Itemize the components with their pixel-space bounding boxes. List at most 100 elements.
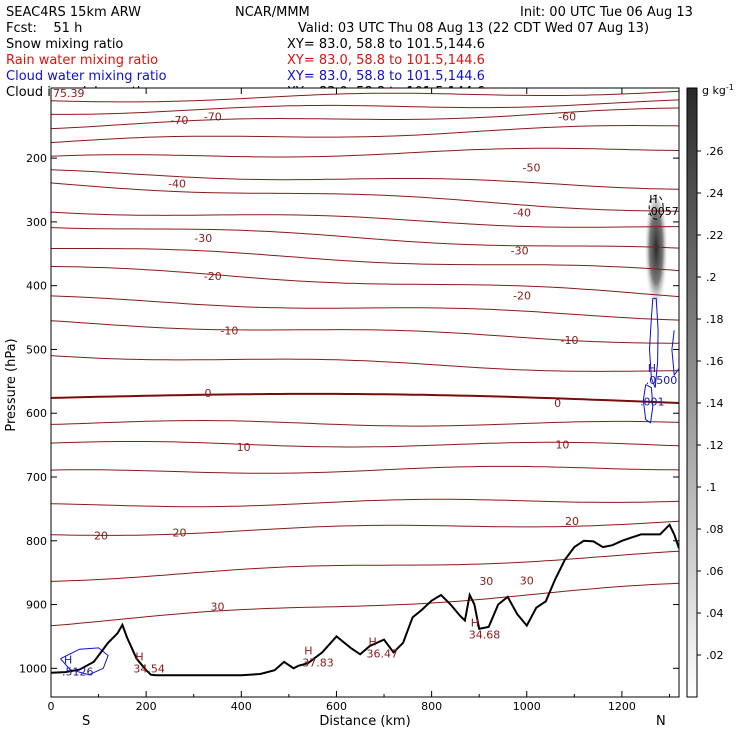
- colorbar-unit: g kg-1: [702, 83, 734, 97]
- header-forecast-hour: Fcst: 51 h: [6, 21, 82, 36]
- x-tick-label: 600: [326, 700, 347, 713]
- colorbar-tick-label: .08: [706, 523, 724, 536]
- y-tick-label: 900: [26, 599, 47, 612]
- terrain-line: [51, 523, 679, 677]
- cloud-water-contour: [648, 297, 659, 388]
- colorbar-tick-label: .12: [706, 439, 724, 452]
- isotherm-label: -40: [168, 178, 186, 191]
- endpoint-north: N: [656, 714, 666, 729]
- isotherm-label: 20: [565, 515, 579, 528]
- plot-frame: [50, 87, 680, 698]
- colorbar-tick-label: .14: [706, 397, 724, 410]
- x-tick-label: 1000: [513, 700, 541, 713]
- isotherm--45: [51, 169, 679, 190]
- isotherm-label: -70: [204, 111, 222, 124]
- isotherm--20: [51, 265, 679, 298]
- extremum-value: .0500: [646, 374, 678, 387]
- colorbar-tick-label: .1: [706, 481, 717, 494]
- y-tick-label: 200: [26, 152, 47, 165]
- y-tick-label: 1000: [19, 662, 47, 675]
- isotherm-label: -30: [511, 245, 529, 258]
- extremum-value: 37.83: [302, 657, 334, 670]
- isotherm-label: 0: [554, 397, 561, 410]
- header-model: SEAC4RS 15km ARW: [6, 5, 141, 20]
- isotherm-label: 10: [237, 441, 251, 454]
- isotherm-label: 0: [205, 387, 212, 400]
- cloud-water-contour: [671, 330, 679, 377]
- field-label-2: Cloud water mixing ratio: [6, 69, 167, 84]
- cloud-ice-shading: [644, 197, 669, 324]
- isotherm-20: [51, 498, 679, 508]
- isotherm-label: -10: [220, 324, 238, 337]
- x-tick-label: 200: [136, 700, 157, 713]
- isotherm--50: [51, 147, 679, 158]
- isotherm--70: [51, 90, 679, 103]
- isotherm--40: [51, 182, 679, 212]
- extremum-marker: H: [471, 617, 479, 630]
- isotherm-label: -40: [513, 206, 531, 219]
- isotherm-label: -60: [558, 111, 576, 124]
- colorbar-tick-label: .04: [706, 607, 724, 620]
- isotherm-30: [51, 550, 679, 582]
- y-axis-label: Pressure (hPa): [4, 338, 19, 431]
- isotherm--15: [51, 295, 679, 321]
- extremum-marker: H: [648, 362, 656, 375]
- isotherm-label: -30: [194, 232, 212, 245]
- isotherm--60: [51, 107, 679, 130]
- x-tick-label: 400: [231, 700, 252, 713]
- isotherm--35: [51, 211, 679, 228]
- isotherm-label: 30: [479, 575, 493, 588]
- isotherm-label: -70: [170, 114, 188, 127]
- y-top-value: 75.39: [53, 87, 85, 100]
- y-tick-label: 500: [26, 343, 47, 356]
- field-xy-0: XY= 83.0, 58.8 to 101.5,144.6: [287, 37, 485, 52]
- isotherm-label: 20: [172, 526, 186, 539]
- header-init: Init: 00 UTC Tue 06 Aug 13: [520, 5, 693, 20]
- extremum-marker: H: [135, 650, 143, 663]
- x-tick-label: 0: [48, 700, 55, 713]
- extremum-marker: H: [369, 636, 377, 649]
- cloud-water-contour: [642, 384, 654, 424]
- y-tick-label: 800: [26, 535, 47, 548]
- isotherm--10: [51, 320, 679, 344]
- extremum-marker: H: [304, 645, 312, 658]
- isotherm-label: -20: [204, 270, 222, 283]
- colorbar-tick-label: .26: [706, 145, 724, 158]
- isotherm-0: [51, 392, 679, 404]
- y-tick-label: 300: [26, 216, 47, 229]
- colorbar-tick-label: .22: [706, 229, 724, 242]
- field-xy-1: XY= 83.0, 58.8 to 101.5,144.6: [287, 53, 485, 68]
- extremum-value: 34.54: [133, 662, 165, 675]
- extremum-marker: H: [649, 193, 657, 206]
- extremum-value: .005791: [647, 205, 693, 218]
- colorbar-tick-label: .06: [706, 565, 724, 578]
- colorbar-tick-label: .18: [706, 313, 724, 326]
- isotherm-label: 30: [211, 600, 225, 613]
- endpoint-south: S: [82, 714, 90, 729]
- isotherm--5: [51, 355, 679, 372]
- snow-contour: [648, 194, 664, 220]
- colorbar-tick-label: .02: [706, 649, 724, 662]
- x-tick-label: 800: [421, 700, 442, 713]
- x-axis-label: Distance (km): [319, 714, 410, 729]
- field-xy-2: XY= 83.0, 58.8 to 101.5,144.6: [287, 69, 485, 84]
- colorbar-tick-label: .24: [706, 187, 724, 200]
- extremum-marker: H: [64, 653, 72, 666]
- colorbar-tick-label: .16: [706, 355, 724, 368]
- isotherm--25: [51, 248, 679, 272]
- colorbar-tick-label: .2: [706, 271, 717, 284]
- isotherm-35: [51, 582, 679, 627]
- y-tick-label: 400: [26, 280, 47, 293]
- isotherm-label: 10: [555, 438, 569, 451]
- extremum-value: .001: [640, 396, 665, 409]
- isotherm--55: [51, 124, 679, 144]
- x-tick-label: 1200: [608, 700, 636, 713]
- isotherm-15: [51, 465, 679, 474]
- isotherm-label: -10: [561, 334, 579, 347]
- colorbar: [686, 87, 698, 698]
- extremum-value: 36.47: [367, 648, 399, 661]
- field-label-1: Rain water mixing ratio: [6, 53, 158, 68]
- plot-area: [50, 87, 680, 698]
- field-label-0: Snow mixing ratio: [6, 37, 123, 52]
